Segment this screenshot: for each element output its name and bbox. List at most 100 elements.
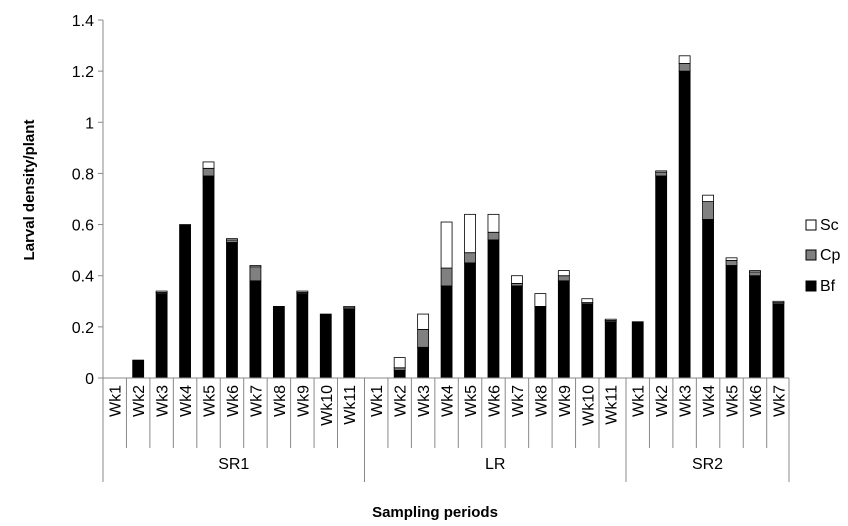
x-tick-label: Wk7 (248, 385, 265, 417)
bar-sc-lr-wk4 (440, 221, 453, 269)
x-tick-label: Wk1 (108, 385, 125, 417)
bar-bf-lr-wk7 (511, 285, 523, 379)
bar-bf-sr1-wk7 (249, 280, 262, 379)
bar-cp-sr2-wk6 (749, 271, 761, 277)
x-tick-label: Wk1 (369, 385, 386, 417)
bar-bf-sr1-wk5 (202, 175, 215, 379)
x-group-label-sr1: SR1 (218, 456, 249, 473)
bar-cp-sr2-wk5 (725, 259, 738, 266)
bar-bf-sr1-wk3 (155, 293, 168, 379)
bar-bf-lr-wk6 (487, 239, 500, 379)
legend-label-sc: Sc (820, 217, 839, 234)
y-axis-title: Larval density/plant (21, 120, 38, 261)
bar-sc-lr-wk10 (581, 298, 594, 303)
bar-bf-sr2-wk3 (678, 70, 691, 379)
x-axis-title: Sampling periods (372, 504, 498, 521)
x-tick-label: Wk7 (510, 385, 527, 417)
x-tick-label: Wk3 (416, 385, 433, 417)
bar-bf-sr1-wk10 (319, 313, 332, 379)
x-tick-label: Wk5 (202, 385, 219, 417)
bar-bf-sr1-wk2 (132, 359, 145, 379)
legend-swatch-cp (805, 249, 817, 261)
bar-sc-lr-wk5 (464, 213, 476, 254)
x-tick-label: Wk1 (631, 385, 648, 417)
bar-sc-lr-wk3 (417, 313, 430, 330)
bar-sc-sr1-wk5 (202, 161, 215, 169)
bar-bf-sr2-wk6 (749, 275, 761, 379)
x-group-label-lr: LR (485, 456, 505, 473)
bar-sc-lr-wk11 (604, 318, 617, 321)
bar-cp-sr2-wk3 (678, 63, 691, 72)
bar-cp-lr-wk6 (487, 231, 500, 241)
bar-bf-lr-wk2 (393, 369, 406, 379)
x-tick-label: Wk8 (533, 385, 550, 417)
bar-bf-lr-wk9 (557, 280, 570, 379)
bars-layer (132, 55, 785, 379)
x-tick-label: Wk6 (225, 385, 242, 417)
bar-bf-sr2-wk5 (725, 265, 738, 379)
bar-cp-sr1-wk5 (202, 167, 215, 177)
bar-cp-sr1-wk7 (249, 266, 262, 282)
bar-cp-lr-wk4 (440, 267, 453, 287)
bar-sc-lr-wk8 (534, 293, 547, 307)
bar-sc-sr1-wk3 (155, 290, 168, 293)
bar-sc-sr1-wk9 (296, 290, 309, 293)
bar-bf-sr2-wk4 (702, 219, 714, 379)
bar-sc-sr2-wk3 (678, 55, 691, 64)
bar-bf-sr2-wk2 (655, 175, 668, 379)
bar-sc-sr1-wk7 (249, 265, 262, 268)
bar-bf-sr1-wk6 (226, 242, 238, 379)
x-tick-label: Wk2 (654, 385, 671, 417)
y-tick-label: 1 (85, 115, 94, 132)
bar-sc-sr2-wk2 (655, 170, 668, 173)
bar-sc-lr-wk6 (487, 213, 500, 233)
x-tick-label: Wk11 (604, 385, 621, 425)
x-tick-label: Wk9 (295, 385, 312, 417)
y-tick-label: 0.6 (72, 218, 94, 235)
bar-bf-sr2-wk7 (772, 303, 785, 379)
bar-sc-lr-wk9 (557, 270, 570, 277)
x-tick-label: Wk9 (557, 385, 574, 417)
x-tick-label: Wk6 (748, 385, 765, 417)
bar-bf-lr-wk4 (440, 285, 453, 379)
legend-swatch-sc (805, 219, 817, 231)
bar-bf-sr1-wk8 (272, 305, 285, 379)
bar-bf-lr-wk11 (604, 321, 617, 379)
x-axis: Wk1 Wk2 Wk3 Wk4 Wk5 Wk6 Wk7 Wk8 Wk9 Wk10 Wk11 SR1 Wk… (102, 377, 790, 482)
bar-sc-sr2-wk5 (725, 257, 738, 261)
y-axis: 0 0.2 0.4 0.6 0.8 1 1.2 1.4 (72, 13, 104, 388)
bar-cp-sr2-wk2 (655, 171, 668, 177)
legend: Sc Cp Bf (805, 217, 841, 295)
y-tick-label: 0.8 (72, 166, 94, 183)
bar-cp-lr-wk3 (417, 329, 430, 348)
bar-sc-lr-wk2 (393, 357, 406, 369)
bar-bf-lr-wk5 (464, 262, 476, 379)
legend-label-bf: Bf (820, 278, 836, 295)
x-tick-label: Wk2 (393, 385, 410, 417)
x-tick-label: Wk10 (580, 385, 597, 426)
x-tick-label: Wk3 (155, 385, 172, 417)
x-tick-label: Wk11 (342, 385, 359, 425)
y-tick-label: 0.2 (72, 320, 94, 337)
y-tick-label: 0 (85, 371, 94, 388)
bar-bf-sr2-wk1 (631, 321, 644, 379)
bar-bf-lr-wk8 (534, 305, 547, 379)
bar-sc-sr2-wk7 (772, 300, 785, 303)
bar-bf-lr-wk3 (417, 346, 430, 379)
x-tick-label: Wk6 (486, 385, 503, 417)
bar-sc-sr1-wk6 (226, 238, 238, 241)
bar-sc-lr-wk7 (511, 275, 523, 284)
x-tick-label: Wk5 (725, 385, 742, 417)
bar-cp-sr2-wk4 (702, 201, 714, 220)
y-tick-label: 1.4 (72, 13, 94, 30)
x-tick-label: Wk4 (440, 385, 457, 417)
legend-swatch-bf (805, 280, 817, 292)
bar-bf-sr1-wk4 (179, 224, 191, 379)
bar-cp-lr-wk5 (464, 252, 476, 264)
bar-cp-lr-wk9 (557, 275, 570, 282)
bar-bf-sr1-wk9 (296, 293, 309, 379)
x-tick-label: Wk4 (701, 385, 718, 417)
bar-sc-sr2-wk4 (702, 194, 714, 202)
y-tick-label: 1.2 (72, 64, 94, 81)
